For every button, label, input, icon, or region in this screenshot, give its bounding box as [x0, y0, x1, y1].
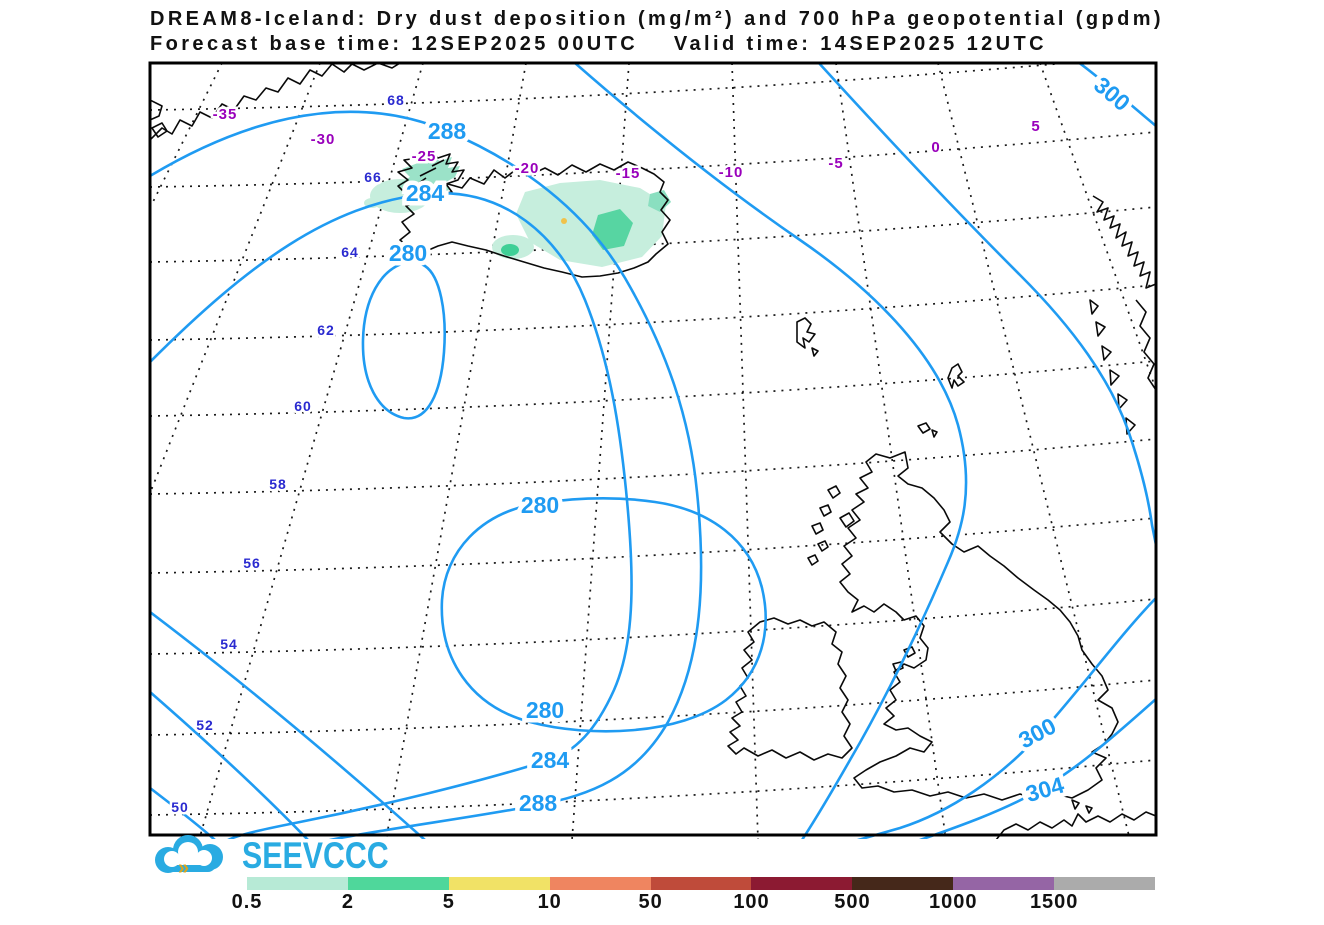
- chevron-glyph: »: [178, 857, 189, 878]
- contour-300-northeast: [1078, 64, 1155, 127]
- contour-284: [151, 191, 633, 839]
- color-scale-tick-label: 50: [638, 891, 663, 913]
- contour-label: 288: [428, 118, 467, 144]
- color-scale-segment: [448, 877, 550, 890]
- contour-label: 288: [519, 790, 558, 816]
- map-border: [148, 61, 1158, 837]
- shetland-islands: [947, 363, 965, 389]
- contour-280-small-loop: [361, 260, 446, 420]
- greenland-coast: [151, 64, 400, 141]
- contour-sw-2: [151, 691, 309, 839]
- chart-title: DREAM8-Iceland: Dry dust deposition (mg/…: [150, 8, 1164, 30]
- color-scale-segment: [1054, 877, 1156, 890]
- contour-304: [919, 698, 1155, 839]
- latitude-labels: 68 66 64 62 60 58 56 54 52 50: [169, 90, 407, 818]
- color-scale-tick-label: 1000: [929, 891, 978, 913]
- geopotential-contours: [151, 64, 1155, 839]
- contour-label: 300: [1089, 72, 1135, 117]
- color-scale-tick-label: 10: [537, 891, 562, 913]
- color-scale-tick-label: 500: [834, 891, 871, 913]
- contour-300-south: [857, 597, 1155, 839]
- orkney-islands: [917, 422, 938, 438]
- color-scale-segment: [751, 877, 853, 890]
- latitude-label: 60: [294, 398, 312, 414]
- color-scale-tick-label: 2: [341, 891, 354, 913]
- anglesey: [892, 661, 904, 672]
- contour-label: 284: [406, 180, 445, 206]
- france-channel-coast: [995, 799, 1155, 839]
- longitude-label: -20: [515, 160, 540, 177]
- latitude-label: 54: [220, 636, 238, 652]
- logo-text: SEEVCCC: [242, 835, 389, 876]
- longitude-label: 0: [931, 139, 940, 156]
- contour-sw-1: [151, 611, 426, 839]
- longitude-label: -25: [412, 148, 437, 165]
- iceland-westfjords: [397, 149, 465, 201]
- longitude-label: -30: [311, 131, 336, 148]
- contour-296: [818, 64, 1155, 546]
- longitude-label: 5: [1031, 118, 1040, 135]
- cloud-icon: »: [155, 835, 223, 878]
- color-scale-segment: [852, 877, 954, 890]
- deposition-color-scale: 0.5 2 5 10 50 100 500 1000 1500: [232, 877, 1156, 913]
- longitude-label: -35: [213, 106, 238, 123]
- color-scale-tick-label: 5: [442, 891, 455, 913]
- longitude-label: -15: [616, 165, 641, 182]
- seevccc-logo: » SEEVCCC: [148, 834, 421, 878]
- color-scale-segment: [247, 877, 348, 890]
- longitude-label: -5: [828, 155, 843, 172]
- color-scale-segment: [549, 877, 651, 890]
- coastlines: [151, 64, 1155, 839]
- latitude-label: 56: [243, 555, 261, 571]
- norway-coast: [1089, 195, 1155, 435]
- latitude-label: 62: [317, 322, 335, 338]
- latitude-label: 64: [341, 244, 359, 260]
- latitude-label: 58: [269, 476, 287, 492]
- great-britain-coast: [839, 451, 1119, 801]
- contour-label: 280: [521, 492, 559, 518]
- contour-280-large-loop: [440, 497, 767, 733]
- contour-label: 284: [531, 747, 570, 773]
- hebrides-islands: [807, 485, 855, 566]
- contour-292: [574, 64, 968, 839]
- color-scale-tick-label: 100: [733, 891, 770, 913]
- latitude-label: 50: [171, 799, 189, 815]
- longitude-labels: -35 -30 -25 -20 -15 -10 -5 0 5: [210, 104, 1042, 185]
- color-scale-segment: [650, 877, 752, 890]
- color-scale-segment: [347, 877, 449, 890]
- longitude-label: -10: [719, 164, 744, 181]
- contour-label: 304: [1023, 771, 1067, 807]
- color-scale-tick-label: 1500: [1029, 891, 1079, 913]
- color-scale-segment: [953, 877, 1055, 890]
- contour-label: 280: [389, 240, 427, 266]
- latitude-label: 52: [196, 717, 214, 733]
- chart-subtitle-forecast-times: Forecast base time: 12SEP2025 00UTC Vali…: [150, 33, 1047, 55]
- contour-288-north: [151, 110, 703, 839]
- contour-label: 280: [526, 697, 564, 723]
- faroe-islands: [796, 317, 819, 357]
- color-scale-bar: [247, 877, 1156, 890]
- latitude-label: 68: [387, 92, 405, 108]
- greenland-islets: [151, 99, 168, 138]
- ireland-coast: [727, 617, 853, 761]
- color-scale-tick-label: 0.5: [231, 891, 263, 913]
- latitude-label: 66: [364, 169, 382, 185]
